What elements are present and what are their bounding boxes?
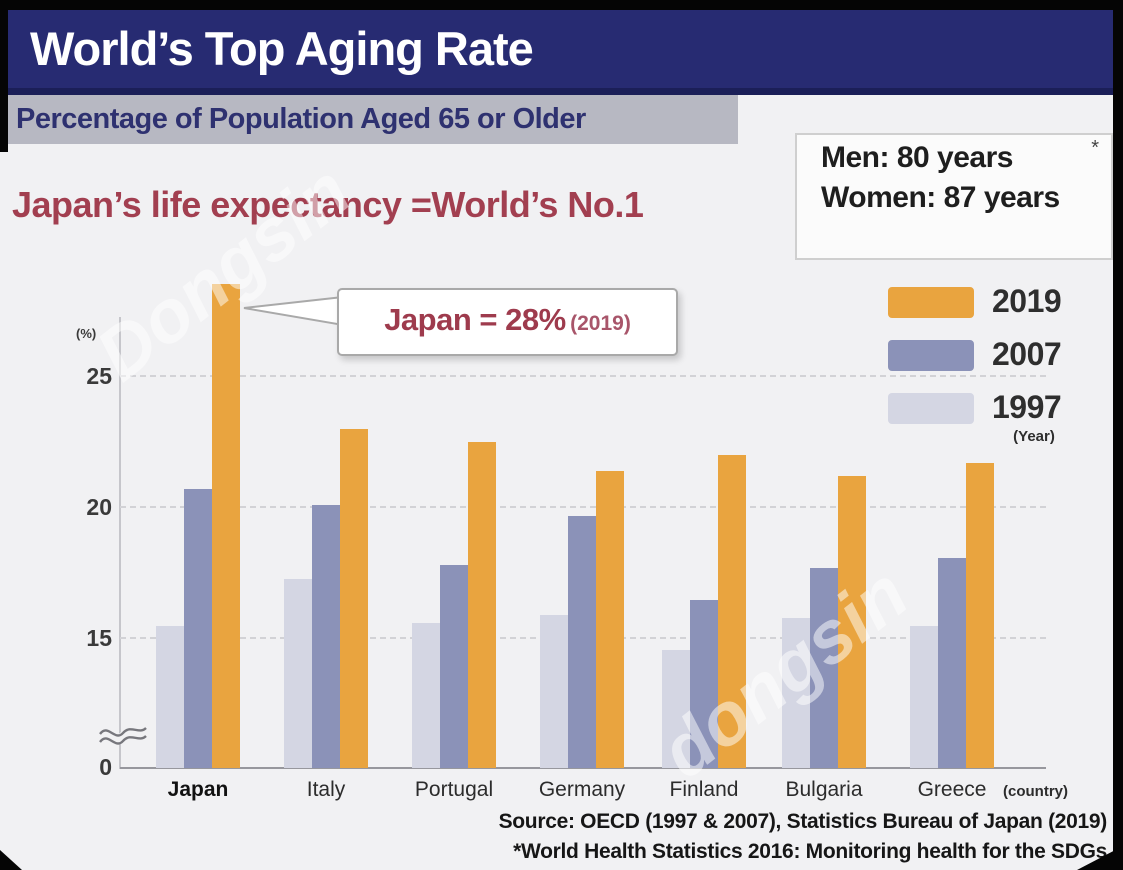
- legend-swatch-1997: [888, 393, 974, 424]
- bar-bulgaria-2019: [838, 476, 866, 768]
- x-axis-line: [120, 767, 1046, 769]
- title-banner: World’s Top Aging Rate: [8, 10, 1113, 95]
- x-label-greece: Greece: [917, 778, 987, 801]
- life-expectancy-box: * Men: 80 years Women: 87 years: [795, 133, 1113, 260]
- legend-label-2007: 2007: [992, 336, 1062, 372]
- subtitle-bar: Percentage of Population Aged 65 or Olde…: [8, 95, 738, 144]
- legend-label-1997: 1997: [992, 389, 1062, 425]
- bar-bulgaria-1997: [782, 618, 810, 768]
- bar-germany-2007: [568, 516, 596, 768]
- x-axis-country-note: (country): [1003, 783, 1068, 800]
- bar-italy-2007: [312, 505, 340, 768]
- y-tick-20: 20: [86, 494, 112, 520]
- letterbox-corner-bottom-right: [1077, 846, 1123, 870]
- x-label-germany: Germany: [538, 778, 626, 801]
- legend-label-2019: 2019: [992, 283, 1062, 319]
- callout-year: (2019): [570, 312, 631, 335]
- gridline-25: [120, 375, 1046, 377]
- x-label-finland: Finland: [669, 778, 739, 801]
- legend-swatch-2007: [888, 340, 974, 371]
- bar-germany-1997: [540, 615, 568, 768]
- bar-japan-2007: [184, 489, 212, 768]
- x-label-italy: Italy: [306, 778, 346, 801]
- subtitle-text: Percentage of Population Aged 65 or Olde…: [16, 103, 586, 135]
- women-life-expectancy: Women: 87 years: [821, 181, 1060, 214]
- bar-portugal-1997: [412, 623, 440, 768]
- y-tick-0: 0: [99, 754, 112, 780]
- legend-year-note: (Year): [1013, 428, 1055, 445]
- bar-greece-1997: [910, 626, 938, 768]
- bar-japan-1997: [156, 626, 184, 768]
- letterbox-edge-top: [0, 0, 1123, 10]
- bar-italy-1997: [284, 579, 312, 768]
- bar-greece-2007: [938, 558, 966, 768]
- callout-japan-28: Japan = 28% (2019): [337, 288, 678, 356]
- letterbox-edge-right: [1113, 0, 1123, 870]
- page-title: World’s Top Aging Rate: [30, 22, 534, 75]
- bar-germany-2019: [596, 471, 624, 768]
- source-line-1: Source: OECD (1997 & 2007), Statistics B…: [498, 810, 1108, 833]
- bar-finland-2007: [690, 600, 718, 768]
- bar-bulgaria-2007: [810, 568, 838, 768]
- legend-swatch-2019: [888, 287, 974, 318]
- y-tick-15: 15: [86, 625, 112, 651]
- letterbox-edge-left: [0, 0, 8, 152]
- bar-finland-1997: [662, 650, 690, 768]
- letterbox-corner-bottom-left: [0, 850, 22, 870]
- bar-greece-2019: [966, 463, 994, 768]
- bar-italy-2019: [340, 429, 368, 768]
- callout-pointer: [243, 295, 344, 327]
- y-tick-25: 25: [86, 363, 112, 389]
- bar-portugal-2007: [440, 565, 468, 768]
- bar-finland-2019: [718, 455, 746, 768]
- axis-break-icon: [98, 727, 148, 745]
- asterisk-mark: *: [1091, 137, 1099, 159]
- source-line-2: *World Health Statistics 2016: Monitorin…: [513, 840, 1107, 863]
- x-label-portugal: Portugal: [414, 778, 494, 801]
- men-life-expectancy: Men: 80 years: [821, 141, 1013, 174]
- x-label-bulgaria: Bulgaria: [785, 778, 863, 801]
- gridline-20: [120, 506, 1046, 508]
- headline-life-expectancy: Japan’s life expectancy =World’s No.1: [12, 184, 644, 225]
- bar-portugal-2019: [468, 442, 496, 768]
- y-axis-line: [119, 317, 121, 769]
- callout-value: Japan = 28%: [384, 302, 566, 337]
- x-label-japan: Japan: [167, 778, 229, 801]
- bar-japan-2019: [212, 284, 240, 768]
- y-axis-unit-label: (%): [76, 326, 97, 341]
